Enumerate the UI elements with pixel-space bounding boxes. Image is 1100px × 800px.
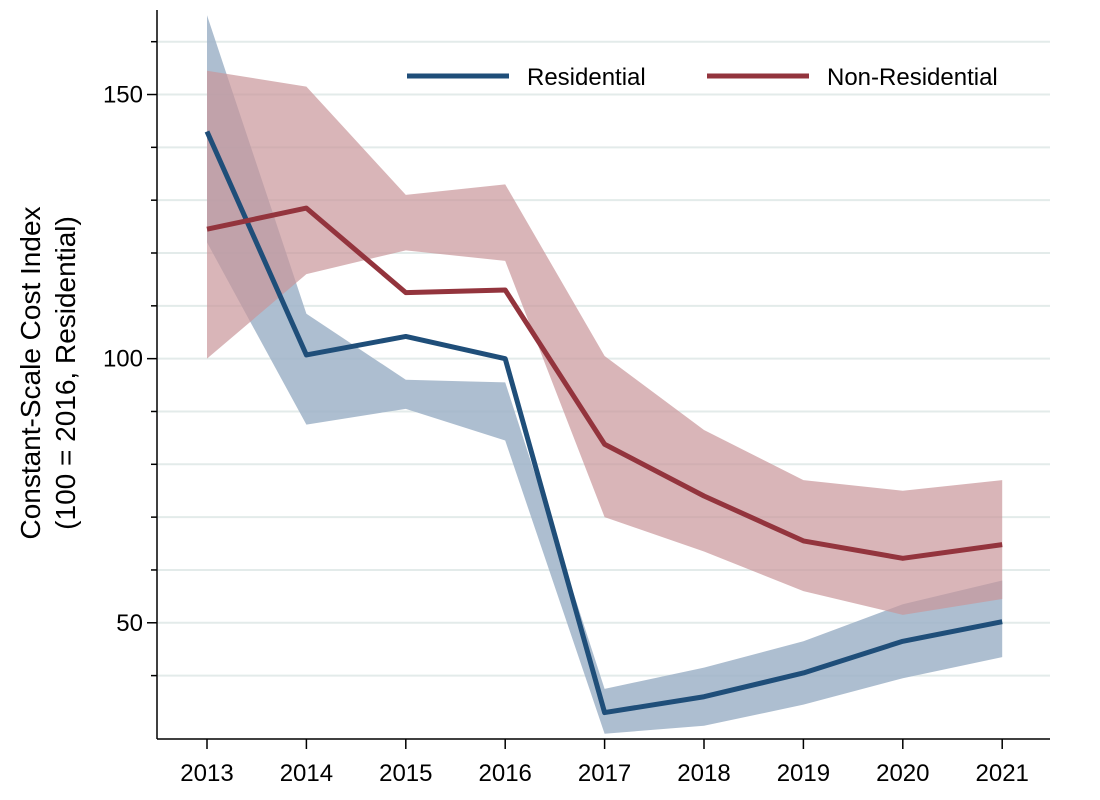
confidence-band [207,70,1003,615]
x-tick-label: 2018 [677,760,730,787]
y-axis-title-line1: Constant-Scale Cost Index [15,206,46,539]
x-tick-label: 2019 [777,760,830,787]
series-line [204,130,1003,716]
y-tick-label: 100 [103,346,143,373]
confidence-band [207,15,1003,734]
legend: Residential Non-Residential [407,64,998,91]
y-tick-label: 150 [103,82,143,109]
series-line [206,205,1003,561]
legend-label: Non-Residential [827,64,998,91]
axes: 50 100 150 2013 2014 2015 2016 2017 2018 2019 2020… [103,10,1050,787]
x-tick-label: 2013 [180,760,233,787]
x-tick-label: 2020 [876,760,929,787]
x-tick-label: 2015 [379,760,432,787]
x-tick-label: 2017 [578,760,631,787]
x-tick-label: 2021 [976,760,1029,787]
y-axis-title-line2: (100 = 2016, Residential) [50,216,81,530]
x-tick-label: 2014 [280,760,333,787]
y-tick-label: 50 [116,610,143,637]
series-lines [204,130,1003,716]
confidence-bands [207,15,1003,734]
x-tick-label: 2016 [479,760,532,787]
legend-label: Residential [527,64,646,91]
